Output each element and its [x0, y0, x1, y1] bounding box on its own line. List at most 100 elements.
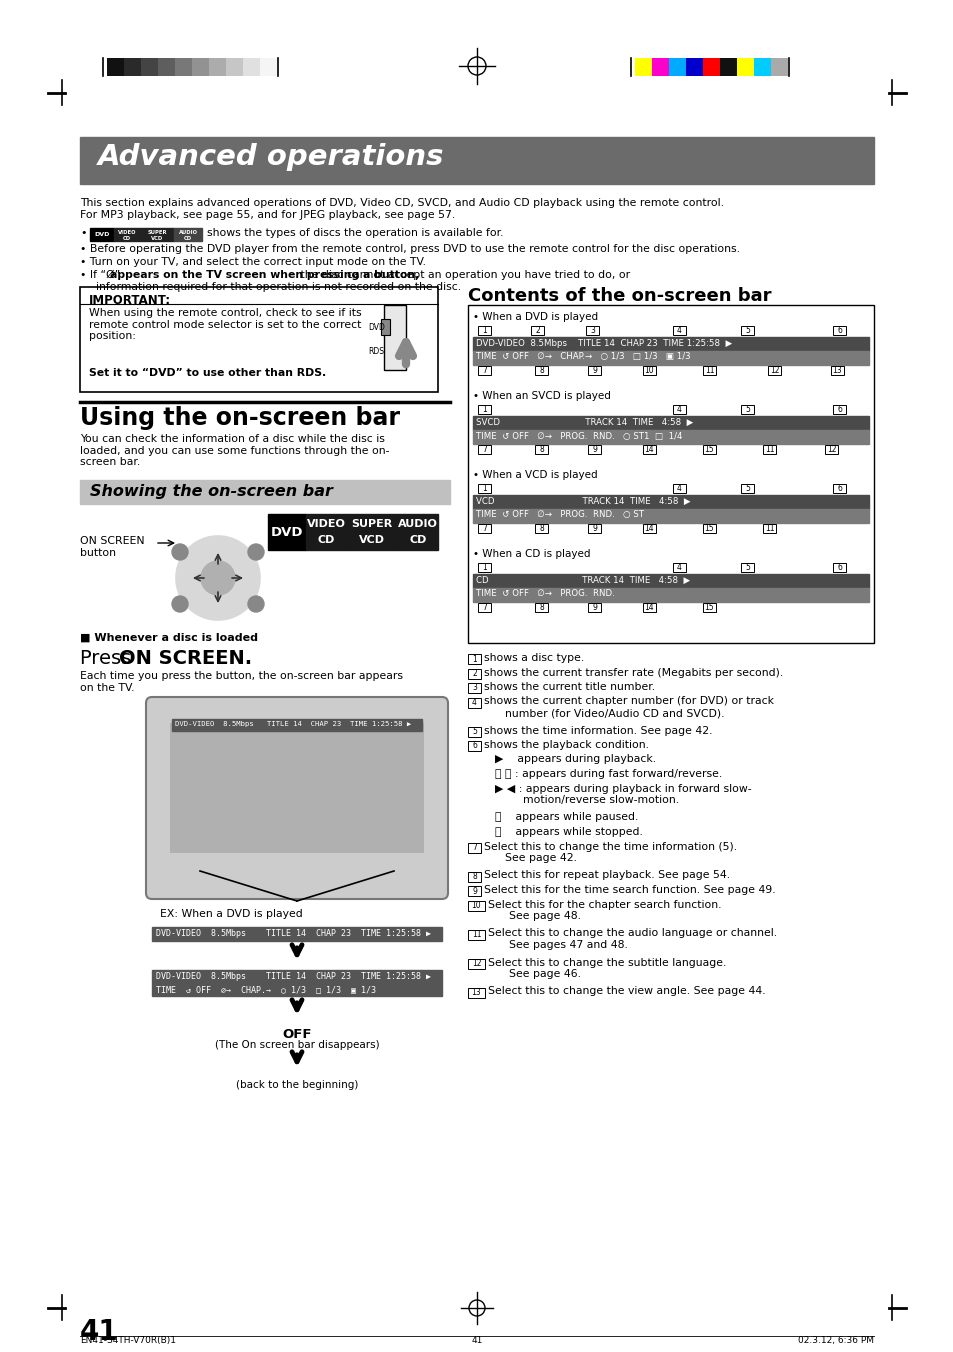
Bar [243, 58, 260, 76]
Text: VIDEO: VIDEO [306, 519, 345, 529]
Text: ▶    appears during playback.: ▶ appears during playback. [488, 754, 656, 764]
Text: 9: 9 [592, 525, 597, 533]
Text: RDS: RDS [368, 347, 384, 356]
Bar [642, 366, 656, 375]
Text: TIME  ↺ OFF   ∅→   PROG.  RND.   ○ ST: TIME ↺ OFF ∅→ PROG. RND. ○ ST [476, 511, 643, 519]
Text: the disc cannot accept an operation you have tried to do, or: the disc cannot accept an operation you … [296, 270, 629, 280]
Text: shows the time information. See page 42.: shows the time information. See page 42. [483, 726, 712, 735]
Bar [767, 366, 781, 375]
Bar [830, 366, 843, 375]
Text: Contents of the on-screen bar: Contents of the on-screen bar [468, 287, 771, 306]
Text: SUPER: SUPER [351, 519, 393, 529]
Bar [113, 228, 140, 241]
Bar [672, 406, 685, 414]
Bar [384, 306, 406, 370]
Text: •: • [80, 228, 87, 238]
Bar [832, 406, 845, 414]
Text: CD: CD [409, 535, 426, 545]
Bar [635, 58, 651, 76]
Bar [473, 352, 868, 365]
Text: TIME  ↺ OFF   ∅→   PROG.  RND.: TIME ↺ OFF ∅→ PROG. RND. [476, 589, 614, 599]
Text: 7: 7 [481, 366, 486, 375]
Text: Select this to change the subtitle language.
      See page 46.: Select this to change the subtitle langu… [488, 957, 725, 979]
Bar [702, 603, 716, 612]
Bar [531, 326, 543, 335]
Text: ▶ ◀ : appears during playback in forward slow-
          motion/reverse slow-mot: ▶ ◀ : appears during playback in forward… [488, 784, 751, 804]
Bar [832, 562, 845, 572]
Text: ⏸    appears while paused.: ⏸ appears while paused. [488, 813, 638, 822]
Text: 2: 2 [535, 326, 539, 335]
Text: 11: 11 [704, 366, 714, 375]
Text: • When an SVCD is played: • When an SVCD is played [473, 391, 610, 402]
Bar [124, 58, 141, 76]
Bar [642, 445, 656, 454]
Text: 9: 9 [472, 887, 476, 895]
Bar [473, 416, 868, 430]
Text: VCD                                TRACK 14  TIME   4:58  ▶: VCD TRACK 14 TIME 4:58 ▶ [476, 496, 690, 506]
Text: shows the current transfer rate (Megabits per second).: shows the current transfer rate (Megabit… [483, 668, 782, 677]
Circle shape [172, 544, 188, 560]
Bar [651, 58, 668, 76]
Text: 6: 6 [472, 741, 476, 750]
Circle shape [248, 596, 264, 612]
Text: (The On screen bar disappears): (The On screen bar disappears) [214, 1040, 379, 1051]
Text: DVD: DVD [94, 233, 110, 237]
FancyBboxPatch shape [146, 698, 448, 899]
Text: DVD-VIDEO  8.5Mbps    TITLE 14  CHAP 23  TIME 1:25:58  ▶: DVD-VIDEO 8.5Mbps TITLE 14 CHAP 23 TIME … [476, 338, 731, 347]
Text: DVD: DVD [368, 323, 384, 333]
Text: appears on the TV screen when pressing a button,: appears on the TV screen when pressing a… [110, 270, 419, 280]
Text: 41: 41 [471, 1336, 482, 1345]
Text: 1: 1 [481, 406, 486, 414]
Text: 5: 5 [744, 562, 749, 572]
Text: You can check the information of a disc while the disc is
loaded, and you can us: You can check the information of a disc … [80, 434, 389, 468]
Bar [468, 654, 480, 664]
Text: 12: 12 [826, 445, 836, 454]
Bar [306, 514, 346, 550]
Bar [140, 228, 173, 241]
Bar [535, 603, 547, 612]
Text: 5: 5 [472, 727, 476, 735]
Bar [346, 514, 397, 550]
Text: • When a CD is played: • When a CD is played [473, 549, 590, 558]
Bar [477, 445, 491, 454]
Bar [477, 603, 491, 612]
Text: (back to the beginning): (back to the beginning) [235, 1080, 357, 1090]
Bar [737, 58, 753, 76]
Bar [668, 58, 685, 76]
Text: 6: 6 [836, 562, 841, 572]
Text: 1: 1 [481, 326, 486, 335]
Text: 15: 15 [704, 603, 714, 612]
Text: 6: 6 [836, 484, 841, 493]
Bar [587, 603, 600, 612]
Text: OFF: OFF [282, 1028, 312, 1041]
Bar [397, 514, 437, 550]
Bar [762, 445, 775, 454]
Circle shape [248, 544, 264, 560]
Text: SVCD                               TRACK 14  TIME   4:58  ▶: SVCD TRACK 14 TIME 4:58 ▶ [476, 418, 693, 426]
Text: This section explains advanced operations of DVD, Video CD, SVCD, and Audio CD p: This section explains advanced operation… [80, 197, 723, 208]
Text: 12: 12 [471, 959, 480, 968]
Text: 13: 13 [471, 988, 481, 996]
Text: AUDIO: AUDIO [397, 519, 437, 529]
Bar [468, 683, 480, 694]
Text: Select this for the chapter search function.
      See page 48.: Select this for the chapter search funct… [488, 899, 720, 921]
Text: 5: 5 [744, 326, 749, 335]
Text: ■ Whenever a disc is loaded: ■ Whenever a disc is loaded [80, 633, 257, 644]
Text: Select this to change the view angle. See page 44.: Select this to change the view angle. Se… [488, 987, 765, 996]
Text: 1: 1 [481, 484, 486, 493]
Bar [468, 726, 480, 737]
Text: VIDEO: VIDEO [117, 230, 136, 234]
Bar [468, 930, 484, 940]
Text: 9: 9 [592, 603, 597, 612]
Bar [468, 872, 480, 882]
Text: CD: CD [123, 235, 131, 241]
Text: EN41-S4TH-V70R(B)1: EN41-S4TH-V70R(B)1 [80, 1336, 175, 1345]
Bar [468, 987, 484, 998]
Bar [477, 326, 491, 335]
Bar [468, 886, 480, 896]
Bar [174, 58, 192, 76]
Bar [762, 525, 775, 533]
Bar [832, 484, 845, 493]
Bar [702, 525, 716, 533]
Bar [173, 228, 202, 241]
